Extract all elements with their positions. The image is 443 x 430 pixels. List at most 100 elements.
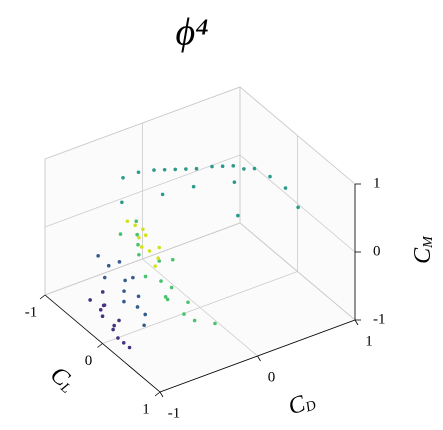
grid-line <box>239 86 356 185</box>
point <box>106 263 111 268</box>
point <box>283 186 288 190</box>
point <box>192 318 197 323</box>
point <box>147 249 152 253</box>
y-tick-label: -1 <box>168 405 181 421</box>
point <box>136 242 140 247</box>
y-tick-label: 0 <box>268 369 276 385</box>
point <box>157 259 162 263</box>
point <box>184 167 188 171</box>
z-tick-label: 0 <box>373 243 381 259</box>
point <box>121 341 126 345</box>
point <box>159 279 163 283</box>
point <box>135 305 140 309</box>
point <box>170 257 175 262</box>
point <box>156 256 160 260</box>
point <box>220 164 225 168</box>
point <box>186 300 190 305</box>
point <box>157 245 161 250</box>
point <box>88 298 92 302</box>
grid-line <box>44 154 241 228</box>
point <box>296 205 300 210</box>
point <box>125 219 130 224</box>
point <box>268 174 272 179</box>
point <box>122 289 126 293</box>
point <box>143 312 147 317</box>
point <box>142 323 146 328</box>
point <box>135 232 139 237</box>
point <box>210 164 214 169</box>
point <box>231 164 236 168</box>
point <box>137 235 141 240</box>
point <box>173 167 178 172</box>
point <box>136 170 141 175</box>
x-axis-label: CL <box>45 361 81 397</box>
point <box>213 321 217 326</box>
z-axis-label: CM <box>410 235 437 264</box>
z-axis-label-sub: M <box>421 235 436 249</box>
y-axis-label: CD <box>285 387 318 420</box>
point <box>163 295 168 299</box>
point <box>96 254 100 258</box>
point <box>118 232 123 236</box>
point <box>141 227 145 232</box>
y-tick-label: 1 <box>365 333 373 349</box>
x-tick-label: 1 <box>142 401 150 417</box>
x-axis-line <box>44 294 161 393</box>
point <box>100 290 105 294</box>
point <box>123 278 127 283</box>
x-tick-label: -1 <box>25 304 38 320</box>
y-axis-label-sub: D <box>303 398 318 416</box>
point <box>242 167 246 171</box>
point <box>134 219 139 223</box>
point <box>137 252 141 257</box>
point <box>252 166 257 171</box>
grid-line <box>239 222 356 321</box>
point <box>102 275 107 280</box>
grid-line <box>44 86 241 160</box>
point <box>100 314 105 318</box>
point <box>162 167 167 172</box>
grid-line <box>142 258 258 357</box>
tick-mark <box>159 391 164 398</box>
point <box>160 192 165 197</box>
z-tick-label: -1 <box>373 311 386 327</box>
z-axis-label-base: C <box>410 247 436 264</box>
tick-mark <box>257 355 261 362</box>
point <box>120 200 124 205</box>
point <box>117 260 122 264</box>
point <box>136 294 141 299</box>
tick-mark <box>39 294 46 300</box>
grid-line <box>44 222 241 296</box>
z-tick-label: 1 <box>373 175 381 191</box>
point <box>117 318 121 323</box>
point <box>232 180 237 184</box>
point <box>111 327 115 332</box>
point <box>143 274 148 279</box>
point <box>112 323 116 328</box>
point <box>191 184 196 189</box>
point <box>165 297 170 302</box>
tick-mark <box>97 343 103 348</box>
point <box>133 223 137 228</box>
point <box>98 308 103 312</box>
point <box>143 233 148 238</box>
point <box>116 336 120 340</box>
tick-mark <box>154 391 161 397</box>
point <box>182 312 186 316</box>
point <box>127 345 132 350</box>
point <box>153 264 157 268</box>
grid-line <box>239 154 356 253</box>
point <box>194 166 199 171</box>
tick-mark <box>354 319 359 326</box>
points <box>88 164 300 350</box>
chart-title: ϕ⁴ <box>176 12 209 54</box>
point <box>122 299 126 304</box>
point <box>236 213 240 218</box>
point <box>101 303 106 308</box>
point <box>131 275 135 280</box>
point <box>121 176 125 180</box>
point <box>169 285 174 290</box>
y-axis-line <box>159 319 356 393</box>
point <box>139 245 144 249</box>
